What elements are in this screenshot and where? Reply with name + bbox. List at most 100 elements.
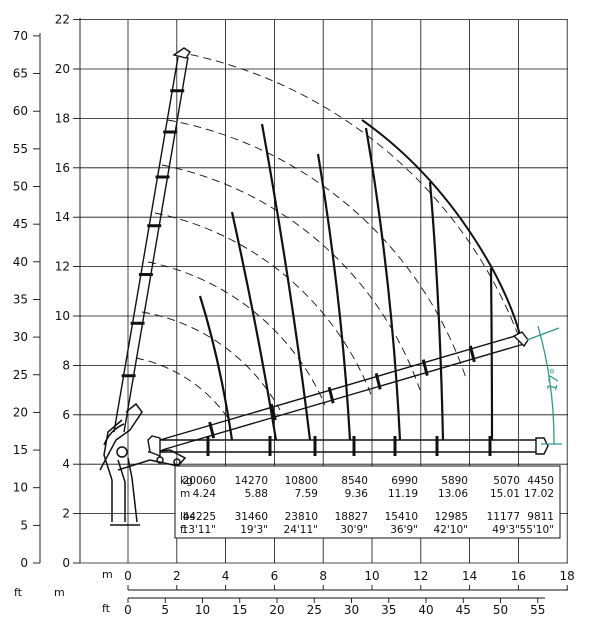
angle-marker: [526, 325, 562, 445]
m-bottom-labels: 0 2 4 6 8 10 12 14 16 18: [124, 569, 575, 583]
table-cell-kg: 6990: [391, 475, 418, 487]
table-cell-lbs: 44225: [183, 511, 216, 523]
table-cell-kg: 10800: [285, 475, 318, 487]
m-left-tick-label: 8: [62, 358, 70, 372]
load-curve-4: [316, 153, 352, 441]
ft-left-tick-label: 55: [13, 142, 28, 156]
table-cell-ft: 49'3": [492, 524, 520, 536]
m-left-tick-label: 2: [62, 507, 70, 521]
table-cell-kg: 4450: [527, 475, 554, 487]
ft-left-tick-label: 20: [13, 405, 28, 419]
ft-left-tick-label: 65: [13, 67, 28, 81]
table-cell-kg: 8540: [341, 475, 368, 487]
ft-bottom-tick-label: 35: [381, 603, 396, 617]
ft-axis-labels: 0 5 10 15 20 25 30 35 40 45 50 55 60 65 70: [13, 29, 28, 570]
ft-bottom-tick-label: 25: [307, 603, 322, 617]
load-curve-3: [260, 123, 312, 441]
unit-m-left: m: [54, 586, 65, 599]
table-cell-lbs: 11177: [487, 511, 520, 523]
arc-length-7: [177, 51, 521, 341]
arc-length-3: [147, 261, 326, 406]
unit-m-bottom: m: [102, 568, 113, 581]
grid: [80, 19, 568, 564]
table-cell-ft: 55'10": [520, 524, 554, 536]
crane-base: [99, 402, 187, 526]
table-cell-m: 15.01: [490, 488, 520, 500]
table-cell-m: 5.88: [245, 488, 268, 500]
ft-left-tick-label: 45: [13, 217, 28, 231]
boom-inclined: [159, 331, 529, 451]
load-curve-5: [364, 127, 402, 441]
m-bottom-tick-label: 4: [222, 569, 230, 583]
table-row-label-m: m: [180, 488, 190, 500]
ft-bottom-tick-label: 10: [195, 603, 210, 617]
table-cell-ft: 36'9": [390, 524, 418, 536]
m-bottom-tick-label: 2: [173, 569, 181, 583]
m-left-tick-label: 0: [62, 556, 70, 570]
m-left-tick-label: 10: [55, 309, 70, 323]
ft-left-tick-label: 50: [13, 180, 28, 194]
ft-bottom-tick-marks: [127, 598, 539, 603]
m-left-tick-label: 12: [55, 260, 70, 274]
m-left-tick-label: 4: [62, 457, 70, 471]
m-bottom-tick-label: 18: [560, 569, 575, 583]
m-bottom-tick-label: 10: [364, 569, 379, 583]
table-row-label-kg: kg: [180, 475, 193, 487]
table-cell-kg: 20060: [183, 475, 216, 487]
load-curve-7: [489, 267, 494, 441]
boom-horizontal: [147, 435, 549, 458]
m-bottom-tick-label: 16: [511, 569, 526, 583]
ft-left-tick-label: 10: [13, 481, 28, 495]
table-cell-lbs: 18827: [335, 511, 368, 523]
table-cell-ft: 13'11": [182, 524, 216, 536]
m-left-tick-label: 22: [55, 13, 70, 27]
ft-left-tick-label: 40: [13, 255, 28, 269]
table-cell-lbs: 12985: [435, 511, 468, 523]
unit-ft-left: ft: [14, 586, 23, 599]
m-left-tick-label: 16: [55, 161, 70, 175]
ft-bottom-tick-label: 5: [161, 603, 169, 617]
load-table-box: [174, 465, 561, 539]
m-bottom-tick-label: 6: [271, 569, 279, 583]
table-row-label-lbs: lbs: [180, 511, 195, 523]
ft-left-tick-label: 25: [13, 368, 28, 382]
table-row-label-ft: ft: [180, 524, 188, 536]
table-cell-ft: 24'11": [284, 524, 318, 536]
ft-bottom-tick-label: 50: [493, 603, 508, 617]
boom-tip-arcs: [135, 51, 521, 419]
m-axis-labels: 0 2 4 6 8 10 12 14 16 18 20 22: [55, 13, 70, 570]
arc-length-6: [167, 119, 468, 382]
table-cell-m: 17.02: [524, 488, 554, 500]
table-cell-ft: 30'9": [340, 524, 368, 536]
table-cell-m: 11.19: [388, 488, 418, 500]
ft-left-tick-label: 70: [13, 29, 28, 43]
ft-left-tick-label: 0: [20, 556, 28, 570]
m-left-tick-label: 6: [62, 408, 70, 422]
boom-horizontal-sections: [206, 436, 492, 456]
ft-left-tick-label: 15: [13, 443, 28, 457]
ft-bottom-tick-label: 55: [530, 603, 545, 617]
m-bottom-tick-label: 0: [124, 569, 132, 583]
ft-left-tick-label: 5: [20, 518, 28, 532]
table-cell-ft: 19'3": [240, 524, 268, 536]
table-cell-kg: 14270: [235, 475, 268, 487]
angle-label: 17°: [545, 367, 564, 392]
m-left-tick-label: 20: [55, 62, 70, 76]
ft-left-tick-label: 60: [13, 104, 28, 118]
load-curve-2: [230, 211, 278, 441]
unit-ft-bottom: ft: [102, 602, 111, 615]
m-bottom-tick-label: 12: [413, 569, 428, 583]
table-cell-lbs: 9811: [527, 511, 554, 523]
ft-bottom-tick-label: 45: [456, 603, 471, 617]
table-cell-m: 13.06: [438, 488, 468, 500]
m-bottom-tick-marks: [127, 585, 568, 590]
outer-envelope: [361, 119, 521, 336]
ft-bottom-tick-label: 40: [418, 603, 433, 617]
load-curve-1: [198, 295, 234, 441]
ft-axis-tick-marks: [33, 35, 40, 564]
ft-left-tick-label: 30: [13, 330, 28, 344]
m-bottom-tick-label: 14: [462, 569, 477, 583]
ft-bottom-tick-label: 0: [124, 603, 132, 617]
